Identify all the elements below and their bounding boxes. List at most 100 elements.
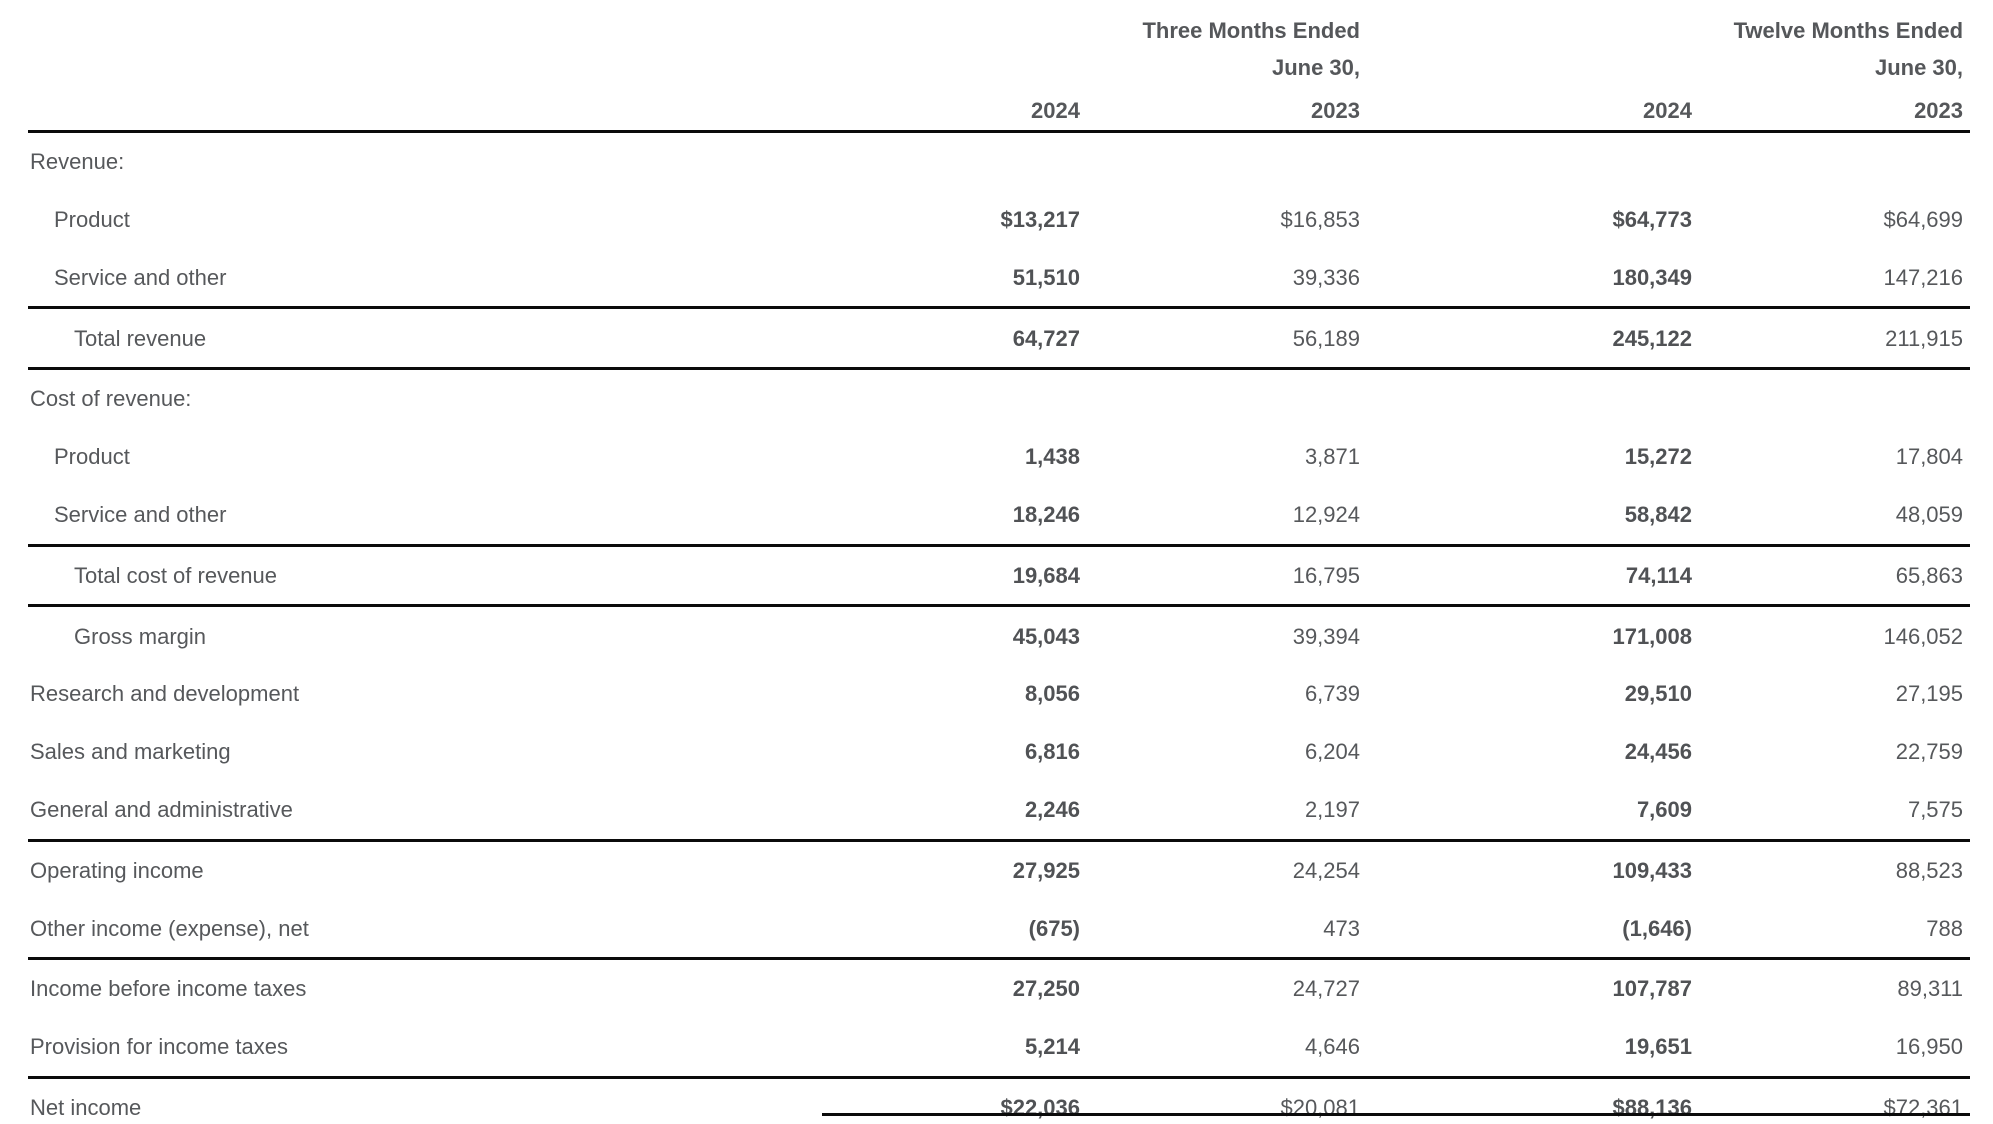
value-cell — [1360, 132, 1692, 191]
value-cell: 171,008 — [1612, 623, 1692, 649]
header-spacer — [28, 0, 588, 50]
value-cell: 16,950 — [1692, 1017, 1971, 1079]
table-row-cost-product: Product 1,438 3,871 15,272 17,804 — [28, 428, 1970, 486]
table-row-gross-margin: Gross margin 45,043 39,394 171,008 146,0… — [28, 606, 1970, 665]
value-cell: 39,394 — [1292, 623, 1360, 649]
value-cell: 146,052 — [1883, 623, 1964, 649]
value-cell: $22,036 — [1000, 1095, 1080, 1120]
value-cell: 2,246 — [588, 780, 1080, 842]
value-cell — [1080, 369, 1360, 428]
value-cell: 45,043 — [1012, 623, 1080, 649]
value-cell: $20,081 — [1280, 1095, 1360, 1120]
value-cell: 147,216 — [1692, 248, 1971, 310]
value-cell: 29,510 — [1624, 681, 1692, 707]
value-cell: 19,684 — [588, 545, 1080, 608]
value-cell: 48,059 — [1692, 485, 1971, 547]
row-label: Revenue: — [30, 149, 125, 175]
value-cell: $64,773 — [1612, 207, 1692, 233]
value-cell: 2,197 — [1080, 780, 1360, 842]
value-cell: 17,804 — [1895, 444, 1964, 470]
value-cell: 65,863 — [1692, 545, 1971, 608]
value-cell: 211,915 — [1692, 307, 1971, 371]
header-spacer — [28, 87, 588, 133]
value-cell: 788 — [1692, 899, 1971, 961]
row-label: Research and development — [30, 681, 300, 707]
table-row-net-income: Net income $22,036 $20,081 $88,136 $72,3… — [28, 1077, 1970, 1124]
row-label: Gross margin — [74, 623, 207, 649]
table-row-revenue-section: Revenue: — [28, 132, 1970, 191]
value-cell: 7,609 — [1360, 780, 1692, 842]
table-row-revenue-service: Service and other 51,510 39,336 180,349 … — [28, 248, 1971, 310]
header-year-q-2023: 2023 — [1080, 87, 1360, 133]
value-cell: 6,204 — [1304, 739, 1360, 765]
row-label: Provision for income taxes — [28, 1017, 588, 1079]
value-cell — [1692, 369, 1970, 428]
table-row-operating-income: Operating income 27,925 24,254 109,433 8… — [28, 840, 1970, 899]
header-date-twelve-months: June 30, — [1874, 54, 1964, 80]
value-cell: 74,114 — [1360, 545, 1692, 608]
value-cell: 24,456 — [1624, 739, 1692, 765]
table-row-cost-section: Cost of revenue: — [28, 369, 1970, 428]
value-cell — [588, 132, 1080, 191]
value-cell: 15,272 — [1624, 444, 1692, 470]
value-cell: 24,254 — [1292, 857, 1360, 883]
row-label: Cost of revenue: — [30, 386, 192, 412]
header-year-row: 2024 2023 2024 2023 — [28, 87, 1971, 133]
value-cell: 39,336 — [1080, 248, 1360, 310]
value-cell: 4,646 — [1080, 1017, 1360, 1079]
value-cell: $72,361 — [1883, 1095, 1964, 1120]
table-row-other-income: Other income (expense), net (675) 473 (1… — [28, 899, 1971, 961]
table-row-sales-marketing: Sales and marketing 6,816 6,204 24,456 2… — [28, 723, 1970, 781]
value-cell: 180,349 — [1360, 248, 1692, 310]
row-label: Operating income — [30, 857, 204, 883]
header-period-twelve-months: Twelve Months Ended — [1733, 17, 1964, 43]
value-cell: 109,433 — [1612, 857, 1692, 883]
value-cell: 473 — [1080, 899, 1360, 961]
table-row-income-before-taxes: Income before income taxes 27,250 24,727… — [28, 959, 1970, 1018]
value-cell: 64,727 — [588, 307, 1080, 371]
table-row-total-revenue: Total revenue 64,727 56,189 245,122 211,… — [28, 307, 1971, 371]
row-label: Product — [54, 444, 130, 470]
header-year-fy-2024: 2024 — [1360, 87, 1692, 133]
table-row-research-development: Research and development 8,056 6,739 29,… — [28, 665, 1970, 723]
row-label: Total revenue — [28, 307, 588, 371]
value-cell: 245,122 — [1360, 307, 1692, 371]
value-cell — [1080, 132, 1360, 191]
net-income-underline — [822, 1113, 1970, 1116]
value-cell: $13,217 — [1000, 207, 1080, 233]
value-cell: 88,523 — [1895, 857, 1964, 883]
value-cell: 18,246 — [588, 485, 1080, 547]
table-row-total-cost: Total cost of revenue 19,684 16,795 74,1… — [28, 545, 1971, 608]
row-label: Service and other — [28, 248, 588, 310]
value-cell: 1,438 — [1024, 444, 1080, 470]
header-period-three-months: Three Months Ended — [1142, 17, 1360, 43]
value-cell: 8,056 — [1024, 681, 1080, 707]
value-cell: 51,510 — [588, 248, 1080, 310]
value-cell: 3,871 — [1304, 444, 1360, 470]
value-cell: 5,214 — [588, 1017, 1080, 1079]
value-cell — [1692, 132, 1970, 191]
value-cell: (675) — [588, 899, 1080, 961]
value-cell: 27,195 — [1895, 681, 1964, 707]
header-period-row: Three Months Ended Twelve Months Ended — [28, 0, 1970, 50]
table-body: Revenue: Product $13,217 $16,853 $64,773… — [28, 132, 1971, 1124]
row-label: Other income (expense), net — [28, 899, 588, 961]
table-row-provision-taxes: Provision for income taxes 5,214 4,646 1… — [28, 1017, 1971, 1079]
row-label: Net income — [30, 1095, 142, 1120]
header-date-three-months: June 30, — [1271, 54, 1360, 80]
value-cell: 12,924 — [1080, 485, 1360, 547]
value-cell: 16,795 — [1080, 545, 1360, 608]
row-label: Product — [54, 207, 130, 233]
value-cell: 24,727 — [1292, 976, 1360, 1002]
value-cell: 89,311 — [1897, 976, 1964, 1002]
table-row-revenue-product: Product $13,217 $16,853 $64,773 $64,699 — [28, 191, 1970, 249]
row-label: Income before income taxes — [30, 976, 307, 1002]
value-cell: 107,787 — [1612, 976, 1692, 1002]
value-cell — [588, 369, 1080, 428]
value-cell: $16,853 — [1280, 207, 1360, 233]
header-year-q-2024: 2024 — [588, 87, 1080, 133]
value-cell: 6,739 — [1304, 681, 1360, 707]
income-statement-table: Three Months Ended Twelve Months Ended J… — [28, 0, 1971, 1124]
row-label: Total cost of revenue — [28, 545, 588, 608]
